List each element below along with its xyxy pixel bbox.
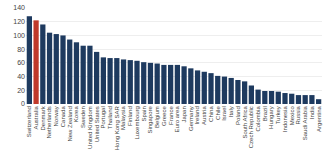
svg-text:Australia: Australia (33, 106, 39, 130)
svg-text:Japan: Japan (181, 106, 187, 122)
svg-text:United Kingdom: United Kingdom (87, 106, 93, 149)
svg-text:Greece: Greece (161, 106, 167, 126)
svg-text:Switzerland: Switzerland (26, 106, 32, 137)
svg-text:Saudi Arabia: Saudi Arabia (302, 106, 308, 141)
svg-text:Italy: Italy (228, 106, 234, 117)
svg-text:Netherlands: Netherlands (47, 106, 53, 138)
svg-text:Austria: Austria (201, 106, 207, 125)
svg-text:Chile: Chile (215, 106, 221, 120)
svg-text:100: 100 (13, 32, 25, 39)
svg-text:Denmark: Denmark (40, 105, 46, 130)
svg-text:Israel: Israel (221, 106, 227, 121)
svg-text:Luxembourg: Luxembourg (134, 106, 140, 139)
svg-text:Sweden: Sweden (80, 106, 86, 128)
svg-text:Argentina: Argentina (316, 106, 322, 132)
svg-text:Germany: Germany (188, 106, 194, 131)
svg-text:Korea: Korea (73, 106, 79, 123)
svg-text:Hungary: Hungary (269, 106, 275, 129)
svg-text:20: 20 (17, 87, 25, 94)
svg-text:Singapore: Singapore (147, 106, 153, 134)
svg-text:Indonesia: Indonesia (282, 106, 288, 133)
svg-text:Finland: Finland (127, 106, 133, 126)
svg-text:120: 120 (13, 18, 25, 25)
svg-text:Hong Kong SAR: Hong Kong SAR (114, 106, 120, 151)
svg-text:Norway: Norway (53, 106, 59, 126)
svg-text:Canada: Canada (60, 106, 66, 128)
svg-text:Thailand: Thailand (107, 106, 113, 129)
svg-text:China: China (208, 106, 214, 122)
svg-text:Colombia: Colombia (255, 106, 261, 132)
svg-text:140: 140 (13, 4, 25, 11)
svg-text:Mexico: Mexico (289, 106, 295, 126)
svg-text:Euro area: Euro area (174, 106, 180, 133)
svg-text:New Zealand: New Zealand (67, 106, 73, 141)
svg-text:40: 40 (17, 73, 25, 80)
svg-text:Czech Republic: Czech Republic (248, 106, 254, 148)
svg-text:Russia: Russia (295, 106, 301, 125)
svg-text:Malaysia: Malaysia (121, 106, 127, 130)
svg-text:Ireland: Ireland (195, 106, 201, 124)
svg-text:Portugal: Portugal (100, 106, 106, 128)
svg-text:80: 80 (17, 46, 25, 53)
svg-text:Spain: Spain (141, 106, 147, 121)
svg-text:0: 0 (21, 100, 25, 107)
svg-text:Belgium: Belgium (154, 106, 160, 128)
svg-text:Turkey: Turkey (275, 106, 281, 124)
svg-text:India: India (309, 106, 315, 120)
svg-text:France: France (168, 106, 174, 125)
svg-text:60: 60 (17, 59, 25, 66)
svg-text:Brazil: Brazil (262, 106, 268, 121)
svg-text:United States: United States (94, 106, 100, 142)
svg-text:South Africa: South Africa (242, 106, 248, 139)
svg-text:Poland: Poland (235, 106, 241, 125)
